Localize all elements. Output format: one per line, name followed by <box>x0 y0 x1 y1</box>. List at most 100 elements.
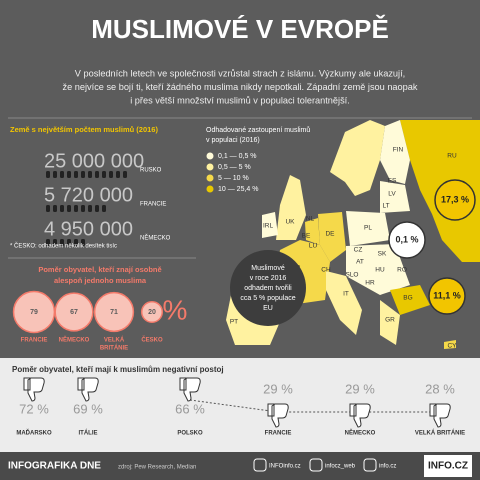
country-code: CZ <box>354 247 363 254</box>
percent-circle <box>140 300 164 324</box>
twitter-handle: infocz_web <box>325 464 356 470</box>
section-title: alespoň jednoho muslima <box>54 276 147 285</box>
footer-bar <box>0 452 480 480</box>
person-icon <box>46 239 50 246</box>
country-code: SLO <box>345 272 358 279</box>
note-bubble <box>230 250 306 326</box>
map-shape <box>330 120 385 196</box>
instagram-icon <box>363 458 377 472</box>
country-code: PT <box>230 319 238 326</box>
legend-swatch <box>206 163 214 171</box>
source: zdroj: Pew Research, Median <box>118 465 196 471</box>
country-code: IRL <box>263 223 274 230</box>
country: FRANCIE <box>265 431 292 437</box>
unit: % <box>163 294 188 325</box>
person-icon <box>88 205 92 212</box>
percent-circle <box>54 292 94 332</box>
person-icon <box>46 205 50 212</box>
section-title: Poměr obyvatel, kteří znají osobně <box>38 265 161 274</box>
person-icon <box>123 171 127 178</box>
callout <box>388 221 426 259</box>
country-code: SK <box>378 251 387 258</box>
country-code: AT <box>356 259 364 266</box>
country-code: LT <box>382 203 389 210</box>
facebook-icon <box>253 458 267 472</box>
callout <box>434 179 476 221</box>
person-icon <box>88 171 92 178</box>
country-code: RO <box>397 267 407 274</box>
percent-value: 71 <box>110 309 118 316</box>
twitter-icon <box>309 458 323 472</box>
legend-swatch <box>206 152 214 160</box>
person-icon <box>81 239 85 246</box>
population: 25 000 000 <box>44 150 144 172</box>
person-icon <box>53 205 57 212</box>
person-icon <box>67 239 71 246</box>
facebook-handle: INFOinfo.cz <box>269 464 301 470</box>
thumb-down <box>77 377 99 402</box>
legend-title: v populaci (2016) <box>206 137 260 144</box>
country: VELKÁ BRITÁNIE <box>415 430 465 437</box>
instagram-handle: info.cz <box>379 464 396 470</box>
country: ČESKO <box>141 337 163 344</box>
person-icon <box>67 205 71 212</box>
country-code: BG <box>403 295 412 302</box>
person-icon <box>60 171 64 178</box>
country-code: DE <box>325 231 335 238</box>
person-icon <box>67 171 71 178</box>
note-line: EU <box>263 305 273 312</box>
country-code: CH <box>321 267 331 274</box>
callout-value: 17,3 % <box>441 194 469 204</box>
country: POLSKO <box>177 431 203 437</box>
legend-title: Odhadované zastoupení muslimů <box>206 126 310 134</box>
logo: INFO.CZ <box>428 461 468 472</box>
legend-swatch <box>206 174 214 182</box>
country-code: NL <box>306 216 315 223</box>
country-code: HU <box>375 267 385 274</box>
map-shape <box>326 271 362 335</box>
note-line: v roce 2016 <box>250 275 287 282</box>
person-icon <box>95 205 99 212</box>
map-shape <box>262 212 278 238</box>
thumb-down <box>23 377 45 402</box>
legend-swatch <box>206 185 214 193</box>
note-line: Muslimové <box>251 265 285 272</box>
person-icon <box>60 239 64 246</box>
title: MUSLIMOVÉ V EVROPĚ <box>91 14 389 44</box>
percent-value: 28 % <box>425 381 455 396</box>
callout <box>428 277 466 315</box>
map-shape <box>318 212 346 262</box>
section-title: Země s největším počtem muslimů (2016) <box>10 125 158 134</box>
intro-line: že nejvíce se bojí ti, kteří žádného mus… <box>63 82 418 92</box>
percent-value: 79 <box>30 309 38 316</box>
person-icon <box>60 205 64 212</box>
country: RUSKO <box>140 168 162 174</box>
percent-value: 67 <box>70 309 78 316</box>
country-code: FIN <box>393 147 404 154</box>
note-line: cca 5 % populace <box>240 295 295 302</box>
thumb-down <box>267 403 289 428</box>
map-shape <box>380 181 410 213</box>
percent-value: 66 % <box>175 401 205 416</box>
country: MAĎARSKO <box>16 429 52 437</box>
country-code: PL <box>364 225 372 232</box>
country-code: LU <box>309 243 318 250</box>
legend-label: 10 — 25,4 % <box>218 186 258 193</box>
country: NĚMECKO <box>345 429 376 437</box>
person-icon <box>102 205 106 212</box>
country: FRANCIE <box>140 202 166 208</box>
country-code: CY <box>447 343 457 350</box>
legend-label: 5 — 10 % <box>218 175 249 182</box>
country: VELKÁ <box>104 337 125 344</box>
thumb-down <box>429 403 451 428</box>
person-icon <box>116 171 120 178</box>
person-icon <box>95 171 99 178</box>
population: 4 950 000 <box>44 218 133 240</box>
population: 5 720 000 <box>44 184 133 206</box>
person-icon <box>102 171 106 178</box>
map-shape <box>444 340 456 349</box>
country: NĚMECKO <box>59 336 90 344</box>
legend-label: 0,5 — 5 % <box>218 164 251 171</box>
country-code: GR <box>385 317 395 324</box>
thumb-down <box>349 403 371 428</box>
